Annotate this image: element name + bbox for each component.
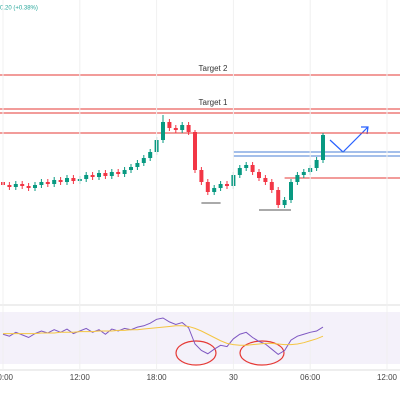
candle-body bbox=[109, 172, 114, 176]
candle-body bbox=[193, 132, 197, 170]
candle-body bbox=[276, 190, 281, 205]
candle-body bbox=[20, 184, 25, 186]
candle-body bbox=[58, 180, 63, 182]
candle-body bbox=[282, 200, 287, 205]
candle-body bbox=[257, 172, 261, 178]
candle-body bbox=[39, 182, 44, 185]
candle-body bbox=[250, 165, 255, 172]
x-tick-label: 00:00 bbox=[0, 373, 14, 382]
candle-body bbox=[289, 182, 293, 200]
candle-body bbox=[7, 185, 12, 187]
candle-body bbox=[52, 180, 57, 184]
candle-body bbox=[116, 172, 121, 174]
candle-body bbox=[71, 178, 76, 181]
highlight-circle bbox=[239, 340, 285, 366]
candle-body bbox=[301, 172, 306, 175]
candle-body bbox=[263, 178, 268, 182]
candle-body bbox=[269, 182, 274, 190]
candle-body bbox=[45, 182, 50, 184]
candle-body bbox=[148, 152, 153, 158]
x-tick-label: 12:00 bbox=[70, 373, 91, 382]
candle-body bbox=[212, 188, 217, 192]
candle-body bbox=[13, 184, 18, 187]
candle-body bbox=[141, 158, 146, 163]
rsi-band bbox=[0, 312, 400, 364]
level-label: Target 1 bbox=[199, 98, 228, 107]
candle-body bbox=[186, 125, 191, 132]
candle-body bbox=[244, 165, 249, 168]
candle-body bbox=[90, 175, 95, 177]
candle-body bbox=[65, 178, 69, 182]
candle-body bbox=[237, 168, 242, 175]
candle-body bbox=[199, 170, 204, 182]
x-tick-label: 12:00 bbox=[377, 373, 398, 382]
candle-body bbox=[26, 186, 31, 188]
header: 0.20 (+0.38%) bbox=[0, 6, 38, 12]
candle-body bbox=[205, 182, 210, 192]
candle-body bbox=[103, 173, 108, 176]
candle-body bbox=[295, 175, 300, 182]
indicator-line bbox=[3, 325, 324, 346]
candle-body bbox=[129, 167, 133, 170]
candle-body bbox=[84, 175, 89, 179]
indicator-line bbox=[2, 317, 324, 356]
candle-body bbox=[173, 128, 178, 130]
x-tick-label: 18:00 bbox=[147, 373, 168, 382]
candle-body bbox=[135, 163, 140, 167]
candle-body bbox=[167, 122, 172, 128]
candle-body bbox=[225, 184, 229, 186]
candle-body bbox=[161, 122, 165, 140]
candle-body bbox=[180, 125, 185, 130]
level-label: Target 2 bbox=[199, 64, 228, 73]
candle-body bbox=[314, 160, 319, 168]
candle-body bbox=[97, 173, 101, 177]
candle-body bbox=[321, 135, 325, 160]
x-tick-label: 06:00 bbox=[300, 373, 321, 382]
x-tick-label: 30 bbox=[229, 373, 238, 382]
candle-body bbox=[218, 184, 223, 188]
projection-arrow bbox=[329, 126, 369, 153]
candle-body bbox=[33, 185, 37, 188]
candle-body bbox=[122, 170, 127, 174]
highlight-circle bbox=[175, 340, 217, 366]
